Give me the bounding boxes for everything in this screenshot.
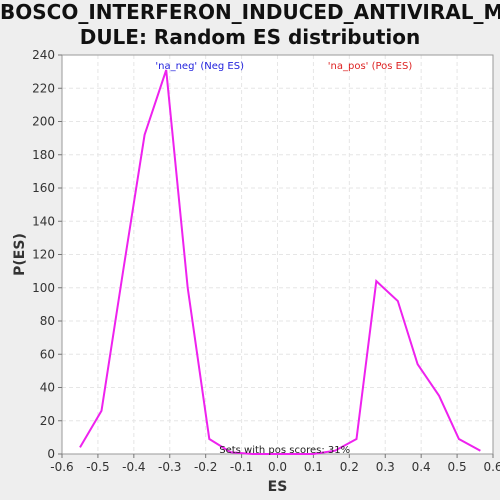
y-tick-label: 120 — [32, 248, 55, 262]
legend-entry: 'na_pos' (Pos ES) — [328, 61, 413, 72]
y-tick-label: 40 — [40, 381, 55, 395]
pos-scores-annotation: Sets with pos scores: 31% — [219, 445, 350, 456]
y-tick-label: 140 — [32, 214, 55, 228]
y-tick-label: 180 — [32, 148, 55, 162]
x-tick-label: -0.3 — [158, 460, 181, 474]
legend-entry: 'na_neg' (Neg ES) — [155, 61, 244, 72]
x-tick-label: -0.2 — [194, 460, 217, 474]
y-tick-label: 200 — [32, 115, 55, 129]
chart-title-line-1: BOSCO_INTERFERON_INDUCED_ANTIVIRAL_MO — [0, 0, 500, 24]
y-tick-label: 160 — [32, 181, 55, 195]
x-tick-label: 0.4 — [412, 460, 431, 474]
y-tick-label: 220 — [32, 81, 55, 95]
x-tick-label: 0.2 — [340, 460, 359, 474]
x-tick-label: 0.5 — [448, 460, 467, 474]
x-axis-label: ES — [268, 479, 288, 495]
chart-title-line-2: DULE: Random ES distribution — [79, 25, 421, 49]
series-line — [79, 69, 481, 455]
y-tick-label: 0 — [47, 447, 55, 461]
y-axis-label: P(ES) — [12, 233, 28, 276]
x-tick-label: -0.6 — [50, 460, 73, 474]
y-tick-label: 60 — [40, 347, 55, 361]
x-tick-label: 0.1 — [304, 460, 323, 474]
x-tick-label: 0.0 — [268, 460, 287, 474]
y-tick-label: 100 — [32, 281, 55, 295]
x-tick-label: 0.6 — [483, 460, 500, 474]
x-tick-label: -0.1 — [230, 460, 253, 474]
y-tick-label: 80 — [40, 314, 55, 328]
chart-title: BOSCO_INTERFERON_INDUCED_ANTIVIRAL_MO DU… — [0, 0, 500, 50]
y-tick-label: 20 — [40, 414, 55, 428]
x-tick-label: -0.5 — [86, 460, 109, 474]
x-tick-label: -0.4 — [122, 460, 145, 474]
y-tick-label: 240 — [32, 48, 55, 62]
x-tick-label: 0.3 — [376, 460, 395, 474]
